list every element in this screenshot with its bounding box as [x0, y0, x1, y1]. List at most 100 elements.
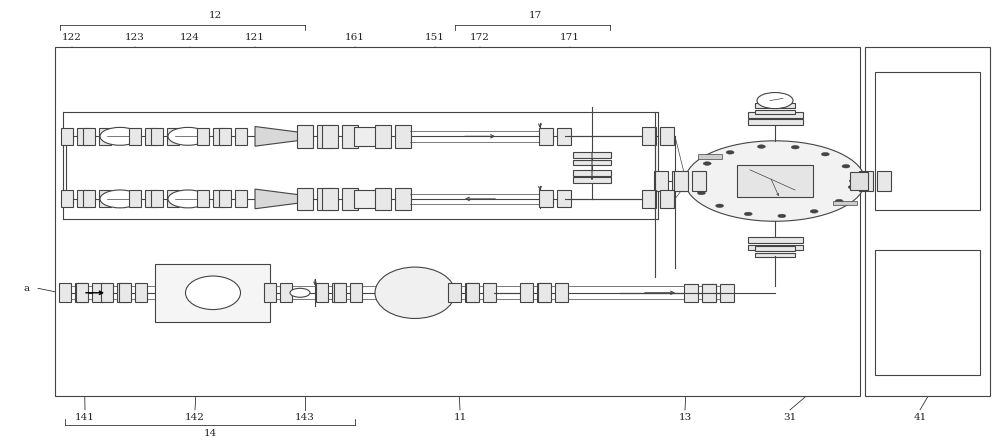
Bar	[748, 112, 802, 118]
Bar	[99, 128, 111, 145]
Circle shape	[849, 179, 857, 183]
Polygon shape	[255, 127, 300, 146]
Bar	[219, 128, 231, 145]
Bar	[75, 283, 87, 302]
Bar	[642, 127, 656, 145]
Bar	[334, 283, 346, 302]
Bar	[145, 190, 157, 207]
Bar	[660, 127, 674, 145]
Bar	[129, 190, 141, 207]
Bar	[61, 190, 73, 207]
Bar	[317, 188, 333, 210]
Bar	[354, 127, 382, 146]
Bar	[297, 188, 313, 210]
Bar	[466, 283, 479, 302]
Bar	[350, 283, 362, 302]
Bar	[213, 128, 225, 145]
Bar	[702, 284, 716, 302]
Bar	[99, 190, 111, 207]
Bar	[573, 170, 611, 176]
Bar	[755, 253, 795, 257]
Bar	[539, 128, 553, 145]
Bar	[483, 283, 496, 302]
Bar	[167, 128, 179, 145]
Bar	[684, 284, 698, 302]
Text: 12: 12	[208, 11, 222, 20]
Bar	[395, 125, 411, 148]
Bar	[538, 283, 551, 302]
Bar	[378, 130, 386, 143]
Text: 121: 121	[245, 34, 265, 42]
Circle shape	[757, 145, 765, 148]
Circle shape	[778, 214, 786, 218]
Bar	[859, 171, 873, 191]
Bar	[354, 190, 382, 208]
Text: 124: 124	[180, 34, 200, 42]
Text: 14: 14	[203, 429, 217, 438]
Bar	[61, 128, 73, 145]
Bar	[332, 283, 344, 302]
Text: 41: 41	[913, 413, 927, 422]
Bar	[850, 172, 868, 190]
Text: 31: 31	[783, 413, 797, 422]
Circle shape	[848, 186, 856, 189]
Bar	[642, 190, 656, 208]
Bar	[573, 160, 611, 165]
Bar	[698, 154, 722, 159]
Bar	[135, 283, 147, 302]
Bar	[83, 190, 95, 207]
Text: 151: 151	[425, 34, 445, 42]
Polygon shape	[255, 189, 300, 209]
Bar	[660, 190, 674, 208]
Bar	[748, 245, 802, 250]
Bar	[322, 188, 338, 210]
Bar	[378, 192, 386, 206]
Bar	[833, 201, 857, 205]
Circle shape	[693, 176, 701, 180]
Ellipse shape	[186, 276, 240, 310]
Bar	[395, 188, 411, 210]
Bar	[557, 190, 571, 207]
Text: a: a	[24, 284, 30, 293]
Bar	[573, 152, 611, 158]
Circle shape	[810, 210, 818, 213]
Bar	[76, 283, 88, 302]
Circle shape	[716, 204, 724, 207]
Bar	[672, 171, 686, 191]
Bar	[555, 283, 568, 302]
Bar	[101, 283, 113, 302]
Circle shape	[744, 212, 752, 216]
Bar	[520, 283, 533, 302]
Ellipse shape	[375, 267, 455, 318]
Bar	[755, 103, 795, 108]
Bar	[59, 283, 71, 302]
Circle shape	[100, 190, 140, 208]
Bar	[865, 47, 990, 396]
Bar	[342, 125, 358, 148]
Bar	[654, 171, 668, 191]
Bar	[77, 190, 89, 207]
Text: 172: 172	[470, 34, 490, 42]
Circle shape	[168, 127, 208, 145]
Text: 17: 17	[528, 11, 542, 20]
Bar	[119, 283, 131, 302]
Bar	[235, 190, 247, 207]
Bar	[219, 190, 231, 207]
Bar	[155, 264, 270, 322]
Bar	[117, 283, 129, 302]
Bar	[197, 190, 209, 207]
Bar	[692, 171, 706, 191]
Bar	[297, 125, 313, 148]
Bar	[448, 283, 461, 302]
Text: 122: 122	[62, 34, 82, 42]
Bar	[145, 128, 157, 145]
Bar	[151, 190, 163, 207]
Circle shape	[726, 151, 734, 154]
Bar	[737, 165, 813, 197]
Bar	[875, 250, 980, 375]
Bar	[720, 284, 734, 302]
Circle shape	[821, 152, 829, 156]
Bar	[92, 283, 104, 302]
Bar	[465, 283, 478, 302]
Circle shape	[835, 199, 843, 203]
